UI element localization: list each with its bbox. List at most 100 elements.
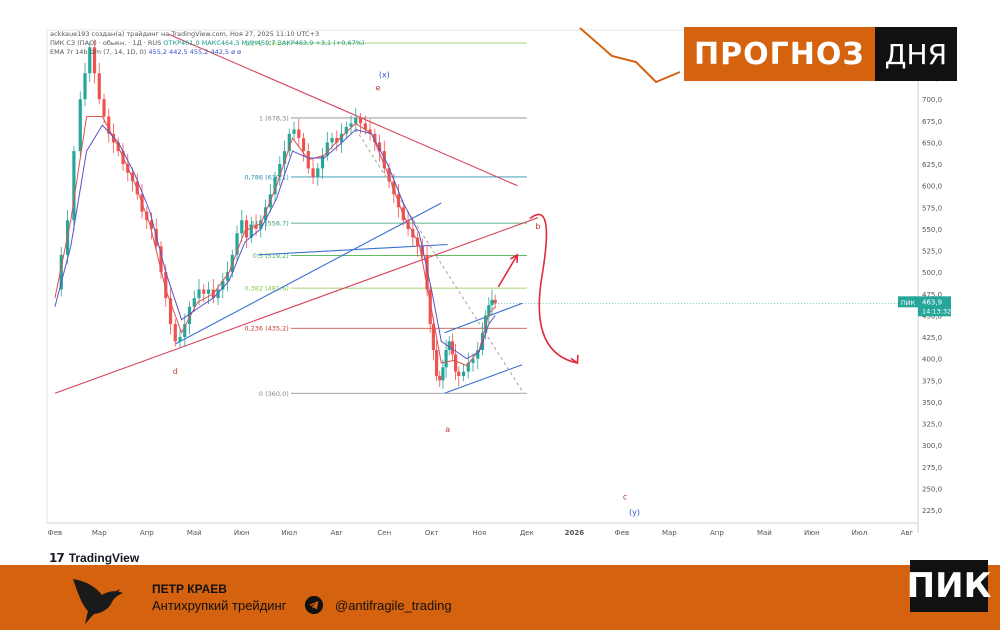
candle-body — [149, 220, 154, 229]
candle-body — [311, 168, 315, 178]
y-tick-label: 700,0 — [922, 96, 942, 104]
candle-body — [377, 142, 382, 152]
candle-body — [221, 280, 225, 290]
candle-body — [373, 133, 377, 143]
trendline — [444, 302, 523, 334]
candle-body — [187, 306, 192, 325]
x-tick-label: Июл — [281, 529, 297, 537]
telegram-handle[interactable]: @antifragile_trading — [335, 598, 452, 613]
x-tick-label: Авг — [331, 529, 344, 537]
ema-fast-line — [54, 116, 496, 367]
candle-body — [387, 168, 391, 182]
trendline — [54, 217, 539, 394]
candle-body — [330, 138, 334, 143]
candle-body — [457, 371, 461, 376]
candle-body — [428, 289, 432, 325]
candle-body — [392, 181, 396, 195]
candle-body — [88, 47, 92, 74]
candle-body — [301, 138, 306, 152]
tradingview-logo: 𝟭𝟳 TradingView — [49, 551, 139, 565]
candle-body — [259, 220, 263, 229]
candle-body — [320, 155, 325, 169]
candle-body — [382, 151, 386, 169]
candle-body — [461, 371, 466, 376]
candle-body — [349, 123, 353, 127]
wave-label: c — [623, 493, 627, 502]
candle-body — [447, 341, 451, 351]
ema-values: 455,2 442,5 455,2 442,5 ø ø — [148, 48, 242, 56]
ohlc-values: ОТКР461,0 МАКС464,3 МИН459,7 ЗАКР463,9 +… — [163, 39, 365, 47]
candle-body — [466, 362, 470, 372]
tradingview-wordmark: TradingView — [68, 551, 140, 565]
candle-body — [206, 289, 211, 294]
candle-body — [183, 324, 187, 338]
fib-level-label: 0 (360,0) — [259, 390, 289, 398]
x-tick-label: Мар — [662, 529, 677, 537]
banner-word-forecast: ПРОГНОЗ — [684, 27, 875, 81]
ticker-badge: ПИК — [907, 560, 991, 612]
forecast-arrow — [529, 213, 578, 364]
candle-body — [490, 299, 494, 306]
y-tick-label: 375,0 — [922, 377, 942, 385]
x-tick-label: Июл — [852, 529, 868, 537]
forecast-arrowhead — [510, 253, 519, 263]
candle-body — [420, 246, 424, 255]
candle-body — [240, 220, 244, 234]
footer-bar: ПЕТР КРАЕВ Антихрупкий трейдинг @antifra… — [0, 565, 1000, 630]
candle-body — [363, 123, 367, 130]
candle-body — [135, 181, 139, 195]
candle-body — [192, 298, 196, 307]
fib-level-label: 0,382 (481,6) — [244, 285, 288, 293]
forecast-arrow — [497, 254, 519, 288]
last-time-label: 14:13:32 — [922, 307, 951, 315]
ema-slow-line — [54, 124, 496, 360]
y-tick-label: 525,0 — [922, 248, 942, 256]
wave-label: e — [376, 84, 381, 93]
x-tick-label: Ноя — [472, 529, 486, 537]
x-tick-label: Окт — [425, 529, 439, 537]
candle-body — [354, 118, 358, 124]
header-line-ohlc: ПИК СЗ (ПАО) · обыкн. · 1Д · RUS ОТКР461… — [50, 39, 364, 48]
candle-body — [344, 126, 348, 134]
x-tick-label: Мар — [92, 529, 107, 537]
tradingview-mark-icon: 𝟭𝟳 — [49, 551, 65, 565]
candle-body — [431, 324, 436, 351]
x-tick-label: Апр — [140, 529, 154, 537]
fib-level-label: 1 (678,3) — [259, 114, 289, 122]
candle-body — [434, 350, 439, 376]
last-price-label: 463,9 — [922, 298, 942, 306]
x-tick-label: Фев — [48, 529, 62, 537]
candle-body — [487, 305, 491, 316]
candle-body — [263, 207, 268, 221]
header-line-attribution: ackkaue193 создан(а) трайдинг на Trading… — [50, 30, 320, 38]
wave-label: b — [535, 222, 540, 231]
y-tick-label: 675,0 — [922, 118, 942, 126]
y-tick-label: 500,0 — [922, 269, 942, 277]
last-price-box — [918, 296, 951, 317]
y-tick-label: 325,0 — [922, 421, 942, 429]
y-tick-label: 575,0 — [922, 204, 942, 212]
candle-body — [282, 151, 287, 165]
fib-level-label: 0,5 (519,2) — [253, 252, 289, 260]
candle-body — [471, 358, 475, 363]
candle-body — [425, 254, 429, 290]
candle-body — [92, 47, 97, 74]
candle-body — [368, 129, 372, 134]
wave-label: d — [173, 367, 178, 376]
candle-body — [278, 164, 282, 178]
wave-label: (x) — [379, 71, 390, 80]
candle-body — [297, 129, 301, 139]
wave-label: (y) — [629, 508, 640, 517]
trendline — [175, 202, 442, 345]
y-tick-label: 600,0 — [922, 183, 942, 191]
chart-area: 750,0725,0700,0675,0650,0625,0600,0575,0… — [46, 27, 951, 537]
y-tick-label: 300,0 — [922, 442, 942, 450]
candle-body — [72, 151, 76, 221]
candle-body — [287, 133, 291, 152]
y-tick-label: 350,0 — [922, 399, 942, 407]
candle-body — [216, 289, 220, 299]
candle-body — [78, 99, 82, 152]
y-tick-label: 450,0 — [922, 312, 942, 320]
telegram-icon — [305, 596, 323, 614]
candle-body — [450, 341, 455, 355]
